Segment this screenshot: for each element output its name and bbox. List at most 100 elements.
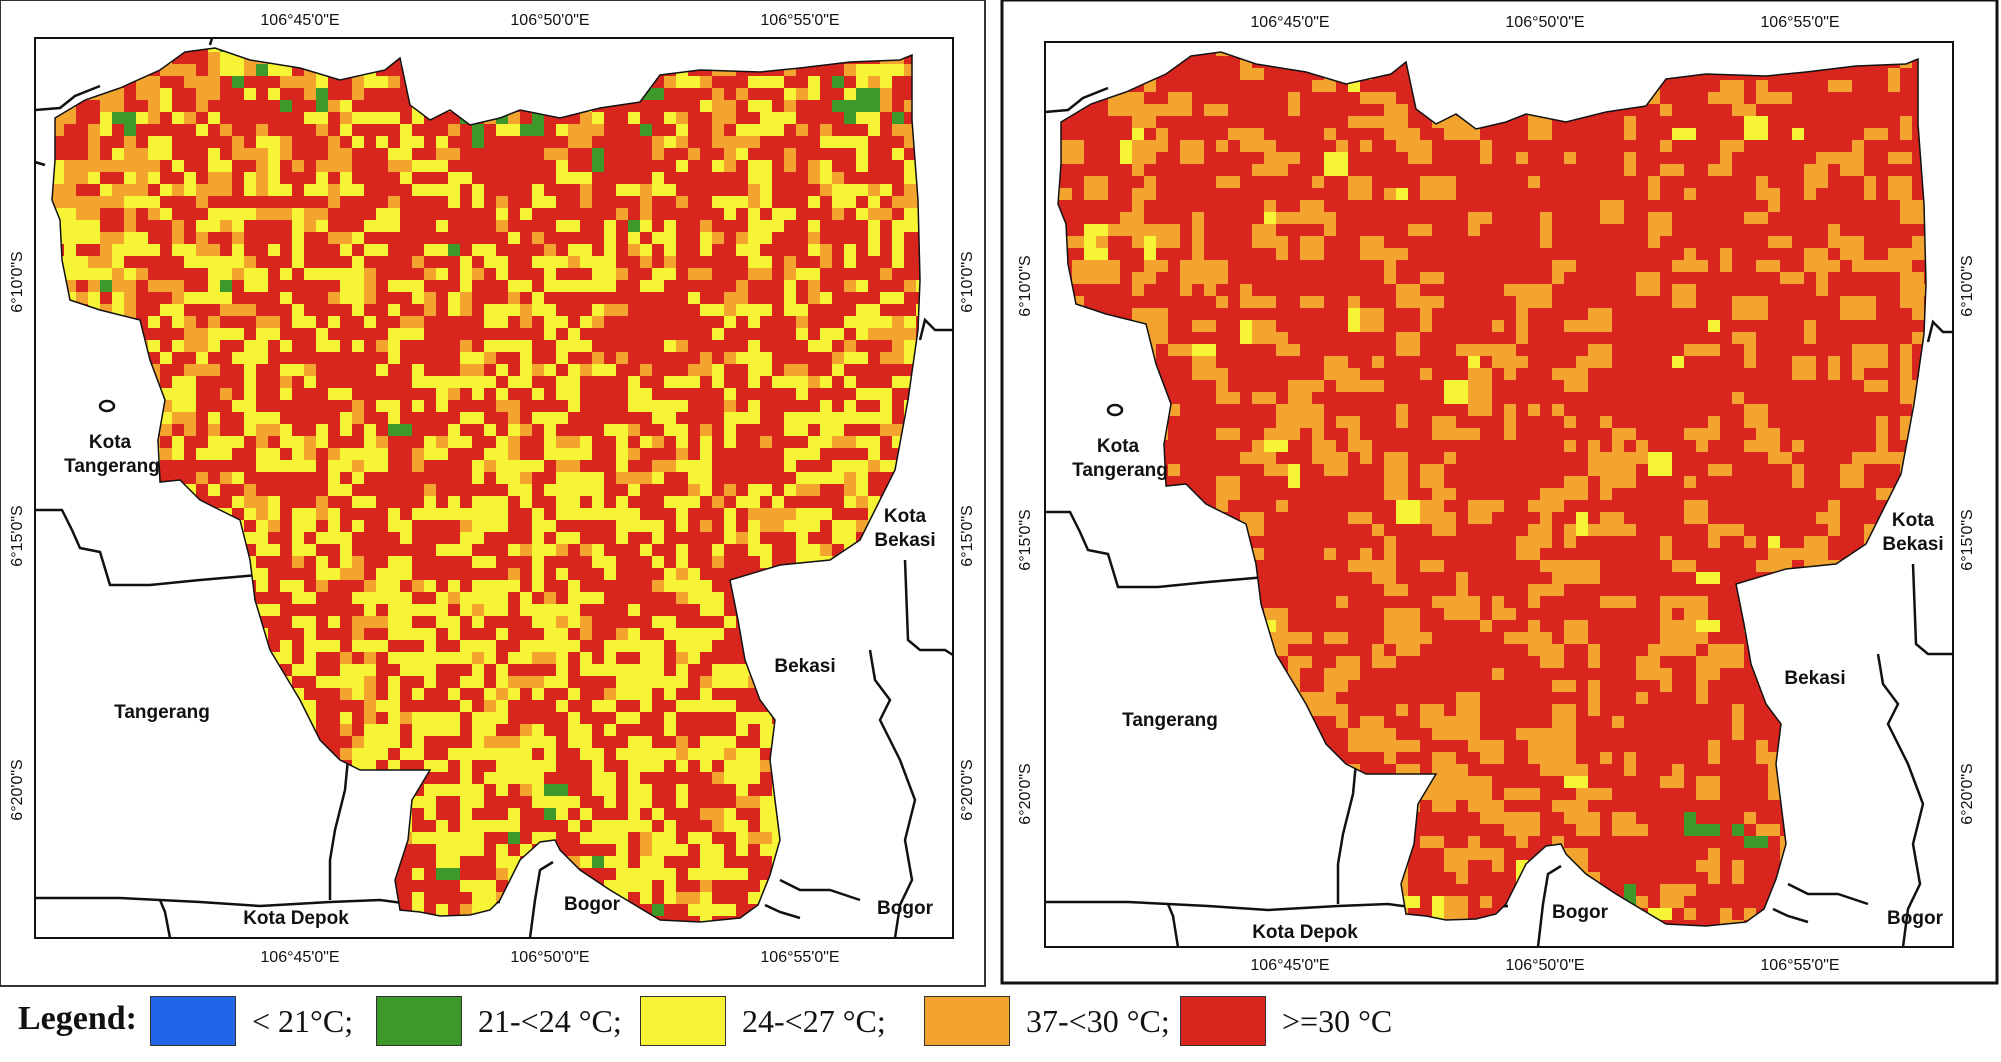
- raster-cell: [496, 808, 508, 820]
- bottom-tick-1-left: 106°45'0"E: [260, 949, 339, 966]
- raster-cell: [1576, 560, 1600, 584]
- raster-cell: [664, 568, 676, 592]
- raster-cell: [1252, 320, 1276, 344]
- raster-cell: [592, 376, 616, 388]
- raster-cell: [1744, 116, 1768, 140]
- raster-cell: [1840, 296, 1864, 320]
- raster-cell: [232, 292, 256, 304]
- raster-cell: [1132, 164, 1144, 176]
- raster-cell: [1792, 464, 1804, 476]
- raster-cell: [544, 352, 556, 364]
- raster-cell: [1348, 428, 1360, 452]
- raster-cell: [244, 244, 268, 256]
- raster-cell: [892, 292, 904, 304]
- raster-cell: [208, 256, 232, 268]
- raster-cell: [580, 748, 604, 760]
- raster-cell: [196, 304, 220, 316]
- raster-cell: [724, 520, 736, 532]
- raster-cell: [256, 592, 280, 604]
- raster-cell: [556, 580, 568, 604]
- raster-cell: [292, 232, 304, 256]
- raster-cell: [748, 724, 760, 736]
- raster-cell: [1396, 704, 1408, 716]
- raster-cell: [436, 304, 448, 316]
- raster-cell: [616, 784, 628, 796]
- raster-cell: [376, 604, 388, 616]
- raster-cell: [496, 172, 508, 196]
- raster-cell: [700, 340, 712, 352]
- raster-cell: [1756, 80, 1768, 104]
- raster-cell: [1648, 176, 1660, 200]
- raster-cell: [256, 544, 280, 556]
- raster-cell: [640, 712, 652, 724]
- raster-cell: [280, 352, 304, 364]
- raster-cell: [796, 196, 808, 208]
- raster-cell: [400, 340, 412, 352]
- raster-cell: [1312, 176, 1324, 188]
- raster-cell: [604, 784, 616, 808]
- raster-cell: [868, 424, 880, 436]
- raster-cell: [628, 268, 640, 292]
- raster-cell: [196, 280, 208, 292]
- raster-cell: [592, 184, 604, 208]
- raster-cell: [712, 208, 724, 232]
- raster-cell: [544, 544, 556, 556]
- raster-cell: [796, 304, 808, 316]
- raster-cell: [1552, 272, 1564, 284]
- raster-cell: [148, 328, 160, 340]
- raster-cell: [1756, 428, 1780, 452]
- raster-cell: [592, 844, 616, 856]
- raster-cell: [700, 604, 712, 616]
- raster-cell: [1588, 344, 1612, 368]
- raster-cell: [520, 484, 532, 496]
- raster-cell: [280, 364, 304, 376]
- raster-cell: [760, 220, 772, 232]
- raster-cell: [316, 232, 328, 244]
- raster-cell: [1528, 116, 1552, 140]
- raster-cell: [196, 52, 208, 76]
- raster-cell: [412, 760, 424, 772]
- raster-cell: [424, 760, 448, 772]
- raster-cell: [388, 172, 400, 196]
- raster-cell: [832, 532, 844, 544]
- raster-cell: [124, 88, 136, 100]
- raster-cell: [148, 256, 172, 280]
- raster-cell: [400, 892, 412, 904]
- raster-cell: [424, 364, 436, 376]
- raster-cell: [472, 592, 484, 604]
- raster-cell: [340, 616, 352, 640]
- raster-cell: [412, 592, 436, 604]
- raster-cell: [1108, 224, 1132, 236]
- raster-cell: [1720, 908, 1732, 926]
- raster-cell: [484, 484, 508, 496]
- raster-cell: [640, 568, 664, 580]
- top-tick-3-left: 106°55'0"E: [760, 12, 839, 29]
- raster-cell: [1240, 452, 1264, 464]
- raster-cell: [1696, 860, 1720, 872]
- raster-cell: [1324, 548, 1336, 560]
- raster-cell: [700, 292, 712, 304]
- raster-cell: [1432, 488, 1456, 500]
- raster-cell: [1912, 308, 1924, 320]
- raster-cell: [64, 232, 76, 244]
- raster-cell: [1612, 716, 1624, 728]
- raster-cell: [124, 256, 148, 268]
- raster-cell: [520, 832, 532, 844]
- lat-tick-3-left-right-axis: 6°20'0"S: [959, 759, 976, 820]
- raster-cell: [616, 292, 628, 304]
- raster-cell: [496, 652, 508, 664]
- raster-cell: [520, 244, 544, 256]
- raster-cell: [664, 832, 676, 844]
- raster-cell: [112, 148, 124, 160]
- raster-cell: [448, 232, 472, 244]
- raster-cell: [1672, 644, 1696, 656]
- raster-cell: [1252, 296, 1276, 308]
- raster-cell: [436, 796, 448, 820]
- raster-cell: [1600, 476, 1612, 500]
- raster-cell: [304, 256, 328, 268]
- raster-cell: [592, 652, 604, 664]
- raster-cell: [448, 892, 472, 904]
- raster-cell: [160, 88, 172, 112]
- raster-cell: [1504, 428, 1516, 440]
- raster-cell: [340, 256, 352, 268]
